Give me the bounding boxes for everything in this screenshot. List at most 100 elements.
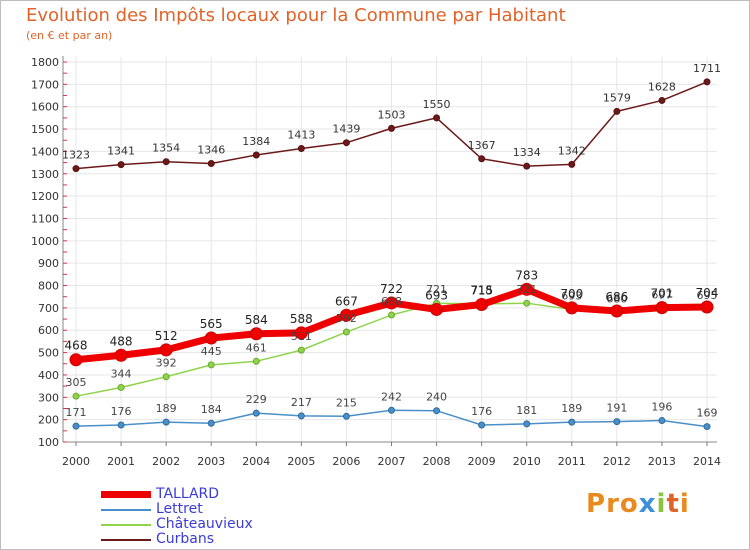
data-label-curbans: 1346	[197, 143, 225, 156]
y-tick-label: 300	[38, 391, 59, 404]
data-label-curbans: 1384	[242, 135, 270, 148]
data-point-lettret	[342, 412, 350, 420]
y-tick-label: 500	[38, 347, 59, 360]
data-label-tallard: 700	[560, 287, 583, 301]
data-label-tallard: 512	[155, 329, 178, 343]
data-point-curbans	[613, 107, 621, 115]
data-point-chateauvieux	[523, 299, 531, 307]
data-label-chateauvieux: 445	[201, 345, 222, 358]
data-label-chateauvieux: 305	[66, 376, 87, 389]
data-label-tallard: 588	[290, 312, 313, 326]
data-point-curbans	[252, 151, 260, 159]
y-tick-label: 1600	[31, 101, 59, 114]
data-point-tallard	[430, 302, 444, 316]
data-label-lettret: 176	[471, 405, 492, 418]
data-label-chateauvieux: 695	[697, 289, 718, 302]
data-label-lettret: 169	[697, 407, 718, 420]
data-point-lettret	[478, 421, 486, 429]
chart-subtitle: (en € et par an)	[26, 29, 113, 42]
data-point-tallard	[249, 327, 263, 341]
data-label-lettret: 196	[651, 401, 672, 414]
data-point-chateauvieux	[162, 373, 170, 381]
data-label-tallard: 667	[335, 294, 358, 308]
data-point-tallard	[520, 282, 534, 296]
y-tick-label: 1200	[31, 190, 59, 203]
data-label-tallard: 686	[605, 290, 628, 304]
data-label-tallard: 468	[65, 339, 88, 353]
data-label-chateauvieux: 693	[561, 289, 582, 302]
y-tick-label: 1400	[31, 145, 59, 158]
data-label-curbans: 1711	[693, 62, 721, 75]
data-point-curbans	[658, 96, 666, 104]
x-tick-label: 2002	[152, 455, 180, 468]
x-tick-label: 2013	[648, 455, 676, 468]
data-label-tallard: 783	[515, 268, 538, 282]
data-labels: 1323 1341 1354 1346 1384 1413 1439 1503 1550 1367…	[62, 62, 721, 420]
y-tick-label: 800	[38, 280, 59, 293]
data-point-tallard	[294, 326, 308, 340]
legend-swatch-curbans	[101, 539, 151, 541]
data-point-lettret	[207, 419, 215, 427]
x-tick-label: 2007	[378, 455, 406, 468]
x-tick-label: 2009	[468, 455, 496, 468]
data-label-chateauvieux: 718	[471, 284, 492, 297]
data-label-curbans: 1323	[62, 149, 90, 162]
data-point-chateauvieux	[252, 357, 260, 365]
data-label-lettret: 184	[201, 403, 222, 416]
data-point-lettret	[568, 418, 576, 426]
logo-letter: r	[606, 489, 620, 519]
data-point-lettret	[433, 407, 441, 415]
data-point-chateauvieux	[207, 361, 215, 369]
data-label-lettret: 242	[381, 390, 402, 403]
data-point-curbans	[568, 160, 576, 168]
logo-letter: o	[619, 489, 639, 519]
y-tick-label: 900	[38, 257, 59, 270]
data-label-lettret: 217	[291, 396, 312, 409]
data-point-tallard	[204, 331, 218, 345]
data-label-lettret: 181	[516, 404, 537, 417]
data-label-chateauvieux: 697	[651, 289, 672, 302]
data-point-curbans	[72, 165, 80, 173]
data-label-tallard: 722	[380, 282, 403, 296]
logo-letter: t	[666, 489, 680, 519]
data-point-chateauvieux	[117, 383, 125, 391]
data-label-curbans: 1354	[152, 142, 180, 155]
data-label-chateauvieux: 680	[606, 292, 627, 305]
data-point-curbans	[207, 159, 215, 167]
x-tick-label: 2008	[423, 455, 451, 468]
data-point-chateauvieux	[72, 392, 80, 400]
data-label-lettret: 176	[111, 405, 132, 418]
data-label-lettret: 189	[156, 402, 177, 415]
legend-swatch-lettret	[101, 509, 151, 511]
data-point-tallard	[610, 304, 624, 318]
data-point-curbans	[478, 155, 486, 163]
data-point-chateauvieux	[342, 328, 350, 336]
data-label-curbans: 1503	[378, 108, 406, 121]
data-label-tallard: 565	[200, 317, 223, 331]
y-tick-label: 1800	[31, 56, 59, 69]
legend-label-curbans: Curbans	[156, 531, 215, 547]
data-label-chateauvieux: 344	[111, 367, 132, 380]
data-label-lettret: 191	[606, 402, 627, 415]
data-point-lettret	[252, 409, 260, 417]
data-point-lettret	[613, 418, 621, 426]
x-tick-label: 2010	[513, 455, 541, 468]
x-tick-label: 2011	[558, 455, 586, 468]
y-tick-label: 400	[38, 369, 59, 382]
data-point-tallard	[565, 301, 579, 315]
data-point-lettret	[117, 421, 125, 429]
logo-letter: i	[679, 489, 690, 519]
data-label-tallard: 704	[696, 286, 719, 300]
data-label-chateauvieux: 511	[291, 330, 312, 343]
legend-label-chateauvieux: Châteauvieux	[156, 516, 253, 532]
data-point-chateauvieux	[297, 346, 305, 354]
data-label-curbans: 1550	[423, 98, 451, 111]
y-tick-label: 1100	[31, 212, 59, 225]
y-tick-label: 700	[38, 302, 59, 315]
data-point-tallard	[700, 300, 714, 314]
data-label-chateauvieux: 592	[336, 312, 357, 325]
data-point-curbans	[117, 161, 125, 169]
legend-swatch-chateauvieux	[101, 524, 151, 526]
data-point-lettret	[703, 423, 711, 431]
